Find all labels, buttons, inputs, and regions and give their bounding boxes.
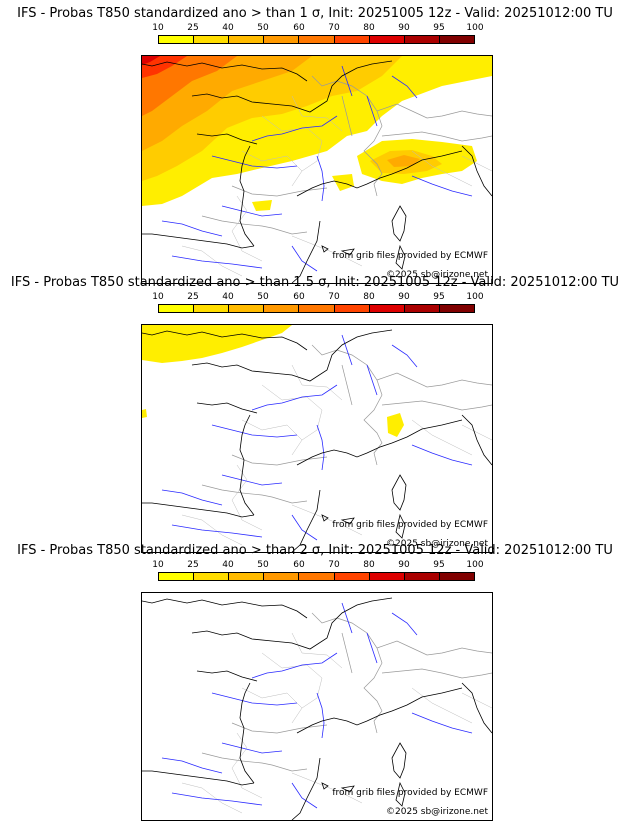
rivers xyxy=(161,602,473,809)
regional-borders xyxy=(181,364,492,546)
copyright-credit: ©2025 sb@irizone.net xyxy=(386,270,488,280)
colorbar-tick: 10 xyxy=(152,560,164,570)
map-frame: from grib files provided by ECMWF ©2025 … xyxy=(141,592,493,821)
map-svg xyxy=(142,56,492,283)
map-panel-2sigma: IFS - Probas T850 standardized ano > tha… xyxy=(0,543,630,821)
panel-title: IFS - Probas T850 standardized ano > tha… xyxy=(17,543,613,558)
colorbar-ticks: 10 25 40 50 60 70 80 90 95 100 xyxy=(141,560,491,572)
colorbar-segment xyxy=(159,305,195,312)
probability-field xyxy=(142,56,492,211)
colorbar-tick: 100 xyxy=(466,292,484,302)
regional-borders xyxy=(181,632,492,814)
colorbar-segment xyxy=(194,573,230,580)
colorbar-tick: 70 xyxy=(328,560,340,570)
colorbar-tick: 100 xyxy=(466,560,484,570)
colorbar-tick: 95 xyxy=(433,292,445,302)
coastline xyxy=(142,60,492,283)
colorbar-tick: 100 xyxy=(466,23,484,33)
colorbar-tick: 40 xyxy=(222,292,234,302)
colorbar-tick: 95 xyxy=(433,23,445,33)
colorbar-segment xyxy=(229,36,265,43)
colorbar xyxy=(158,35,475,44)
colorbar-segment xyxy=(439,36,474,43)
coastline xyxy=(142,329,492,552)
colorbar-tick: 80 xyxy=(363,560,375,570)
rivers xyxy=(161,334,473,541)
colorbar-segment xyxy=(264,305,300,312)
colorbar-segment xyxy=(334,305,370,312)
colorbar-tick: 10 xyxy=(152,292,164,302)
colorbar-tick: 95 xyxy=(433,560,445,570)
colorbar-segment xyxy=(159,573,195,580)
colorbar-segment xyxy=(439,305,474,312)
colorbar-ticks: 10 25 40 50 60 70 80 90 95 100 xyxy=(141,292,491,304)
colorbar-tick: 50 xyxy=(257,23,269,33)
colorbar-tick: 60 xyxy=(293,560,305,570)
copyright-credit: ©2025 sb@irizone.net xyxy=(386,807,488,817)
colorbar-ticks: 10 25 40 50 60 70 80 90 95 100 xyxy=(141,23,491,35)
colorbar-tick: 90 xyxy=(398,292,410,302)
rivers xyxy=(161,65,473,272)
colorbar xyxy=(158,572,475,581)
map-frame: from grib files provided by ECMWF ©2025 … xyxy=(141,55,493,284)
map-panel-1sigma: IFS - Probas T850 standardized ano > tha… xyxy=(0,6,630,284)
colorbar-segment xyxy=(299,305,335,312)
colorbar-tick: 40 xyxy=(222,560,234,570)
colorbar-segment xyxy=(229,305,265,312)
colorbar-segment xyxy=(264,573,300,580)
map-frame: from grib files provided by ECMWF ©2025 … xyxy=(141,324,493,553)
colorbar-segment xyxy=(404,305,440,312)
regional-borders xyxy=(181,95,492,277)
colorbar-segment xyxy=(369,36,405,43)
colorbar-segment xyxy=(194,36,230,43)
colorbar-tick: 90 xyxy=(398,560,410,570)
colorbar-segment xyxy=(369,573,405,580)
colorbar-tick: 25 xyxy=(187,292,199,302)
colorbar-segment xyxy=(334,36,370,43)
colorbar-segment xyxy=(334,573,370,580)
colorbar-segment xyxy=(439,573,474,580)
colorbar xyxy=(158,304,475,313)
colorbar-tick: 60 xyxy=(293,292,305,302)
coastline xyxy=(142,597,492,820)
colorbar-segment xyxy=(369,305,405,312)
colorbar-segment xyxy=(264,36,300,43)
colorbar-tick: 40 xyxy=(222,23,234,33)
colorbar-tick: 25 xyxy=(187,560,199,570)
map-svg xyxy=(142,597,492,820)
source-credit: from grib files provided by ECMWF xyxy=(332,788,488,798)
colorbar-segment xyxy=(159,36,195,43)
colorbar-tick: 10 xyxy=(152,23,164,33)
colorbar-segment xyxy=(404,573,440,580)
colorbar-tick: 60 xyxy=(293,23,305,33)
colorbar-tick: 25 xyxy=(187,23,199,33)
source-credit: from grib files provided by ECMWF xyxy=(332,251,488,261)
panel-title: IFS - Probas T850 standardized ano > tha… xyxy=(17,6,613,21)
map-panel-1-5sigma: IFS - Probas T850 standardized ano > tha… xyxy=(0,275,630,553)
colorbar-segment xyxy=(299,573,335,580)
copyright-credit: ©2025 sb@irizone.net xyxy=(386,539,488,549)
colorbar-tick: 70 xyxy=(328,292,340,302)
colorbar-tick: 80 xyxy=(363,292,375,302)
map-svg xyxy=(142,325,492,552)
colorbar-tick: 90 xyxy=(398,23,410,33)
colorbar-tick: 50 xyxy=(257,560,269,570)
colorbar-segment xyxy=(194,305,230,312)
source-credit: from grib files provided by ECMWF xyxy=(332,520,488,530)
panel-title: IFS - Probas T850 standardized ano > tha… xyxy=(10,275,620,290)
colorbar-segment xyxy=(299,36,335,43)
colorbar-tick: 50 xyxy=(257,292,269,302)
country-borders xyxy=(201,612,492,772)
colorbar-tick: 80 xyxy=(363,23,375,33)
country-borders xyxy=(201,75,492,235)
probability-field xyxy=(142,325,404,437)
colorbar-segment xyxy=(404,36,440,43)
colorbar-tick: 70 xyxy=(328,23,340,33)
colorbar-segment xyxy=(229,573,265,580)
